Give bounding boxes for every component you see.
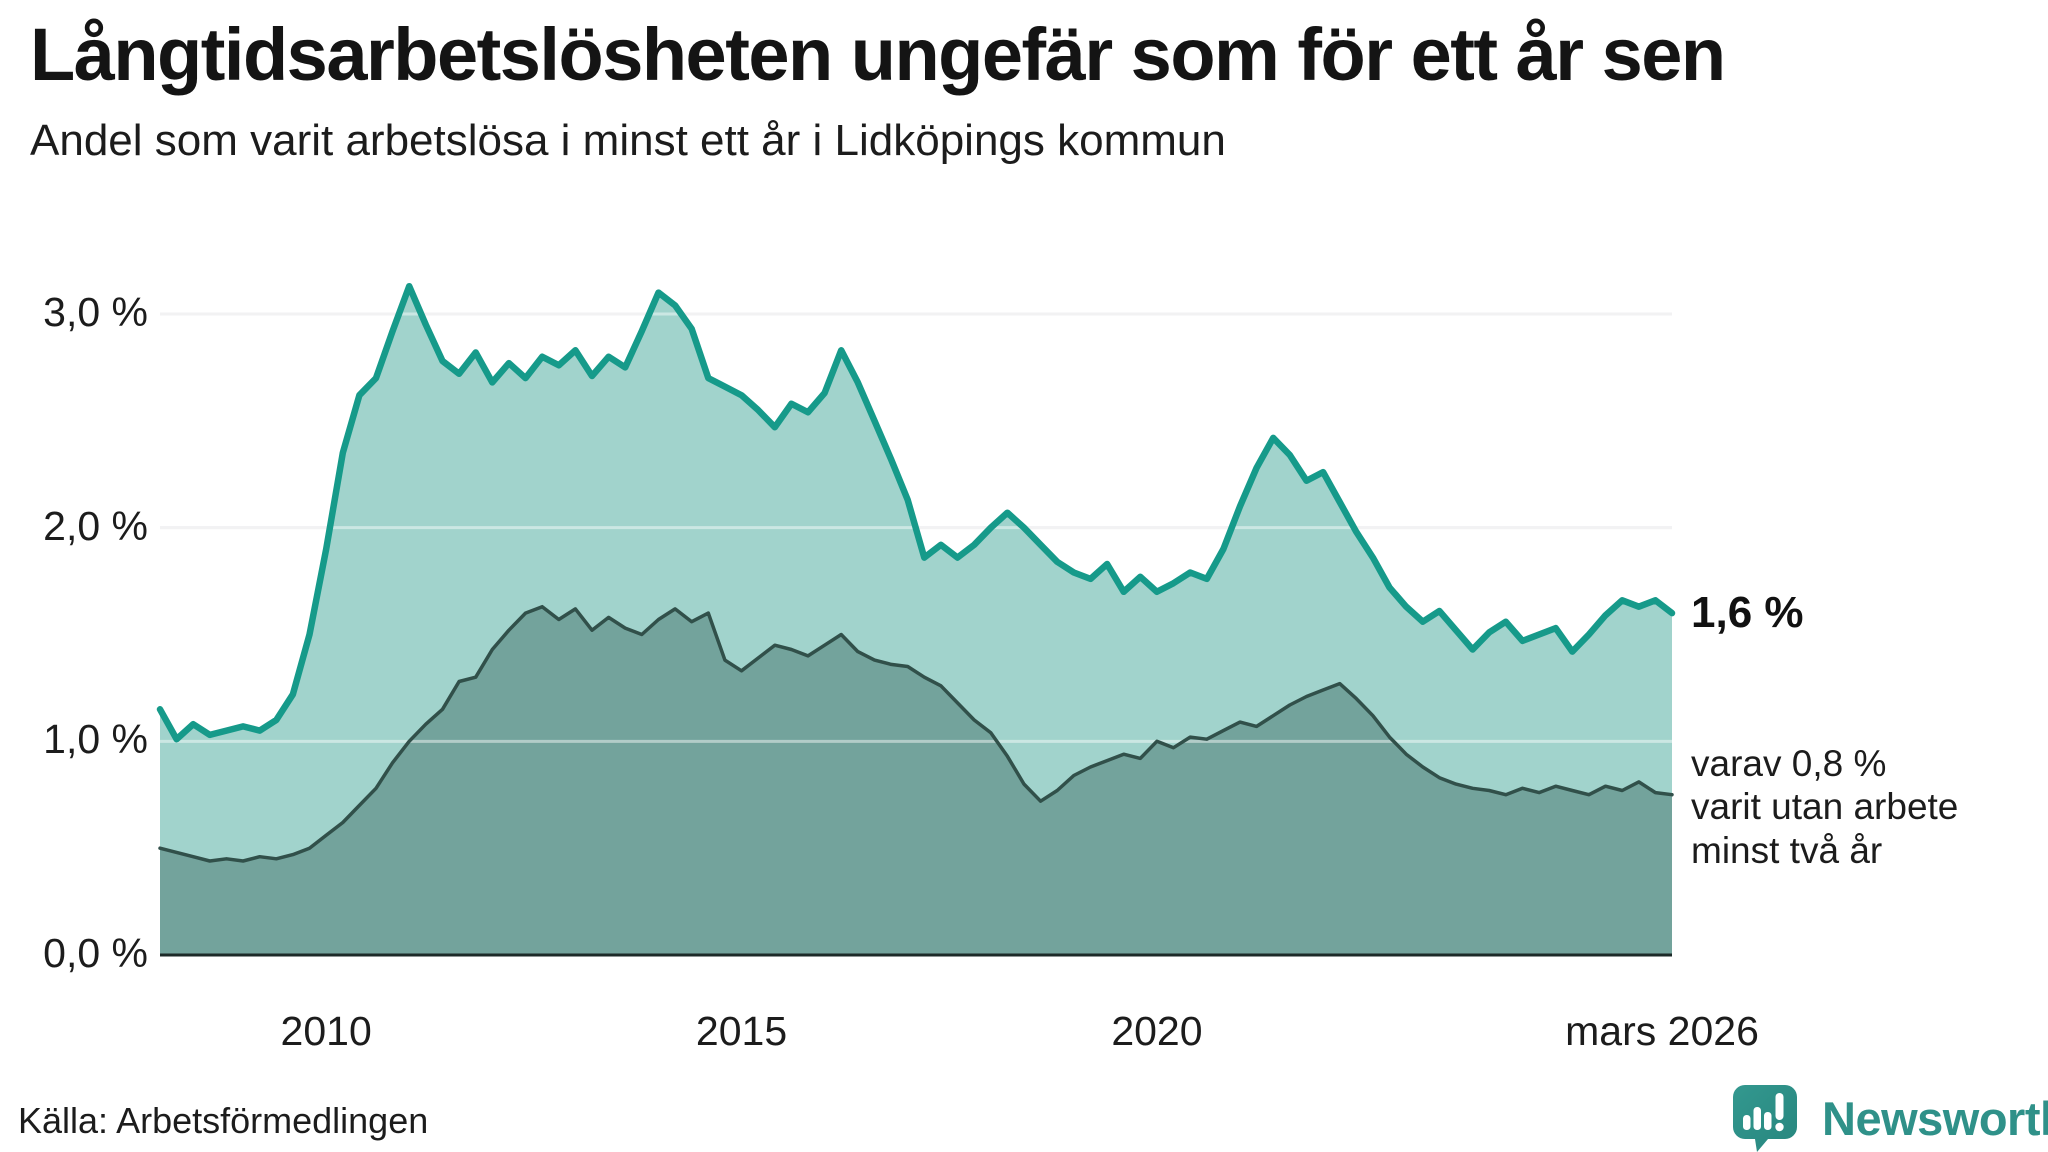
x-tick-label-2015: 2015 [695, 1008, 788, 1054]
series2-annotation: varav 0,8 % varit utan arbete minst två … [1691, 743, 1959, 871]
bar-1 [1743, 1115, 1751, 1130]
source-attribution: Källa: Arbetsförmedlingen [18, 1100, 429, 1141]
x-tick-label-mars-2026: mars 2026 [1565, 1008, 1759, 1054]
exclamation-dot [1775, 1122, 1784, 1132]
newsworthy-wordmark: Newsworthy [1822, 1091, 2048, 1145]
newsworthy-icon [1733, 1085, 1797, 1152]
x-tick-label-2010: 2010 [280, 1008, 372, 1054]
y-tick-label-3: 3,0 % [43, 288, 148, 335]
x-tick-label-2020: 2020 [1111, 1008, 1203, 1054]
y-tick-label-0: 0,0 % [43, 930, 148, 976]
bar-3 [1764, 1112, 1772, 1130]
series1-line [156, 282, 1676, 743]
page-title: Långtidsarbetslösheten ungefär som för e… [30, 13, 1726, 96]
y-tick-label-2: 2,0 % [43, 502, 148, 549]
bar-2 [1753, 1107, 1761, 1130]
newsworthy-logo[interactable]: Newsworthy [1732, 1084, 2048, 1152]
series1-end-value-label: 1,6 % [1691, 588, 1804, 637]
series2-line [158, 604, 1674, 863]
exclamation-bar [1775, 1093, 1784, 1120]
y-tick-label-1: 1,0 % [43, 716, 148, 763]
chart-subtitle: Andel som varit arbetslösa i minst ett å… [30, 116, 1226, 165]
series2-area [160, 606, 1672, 955]
